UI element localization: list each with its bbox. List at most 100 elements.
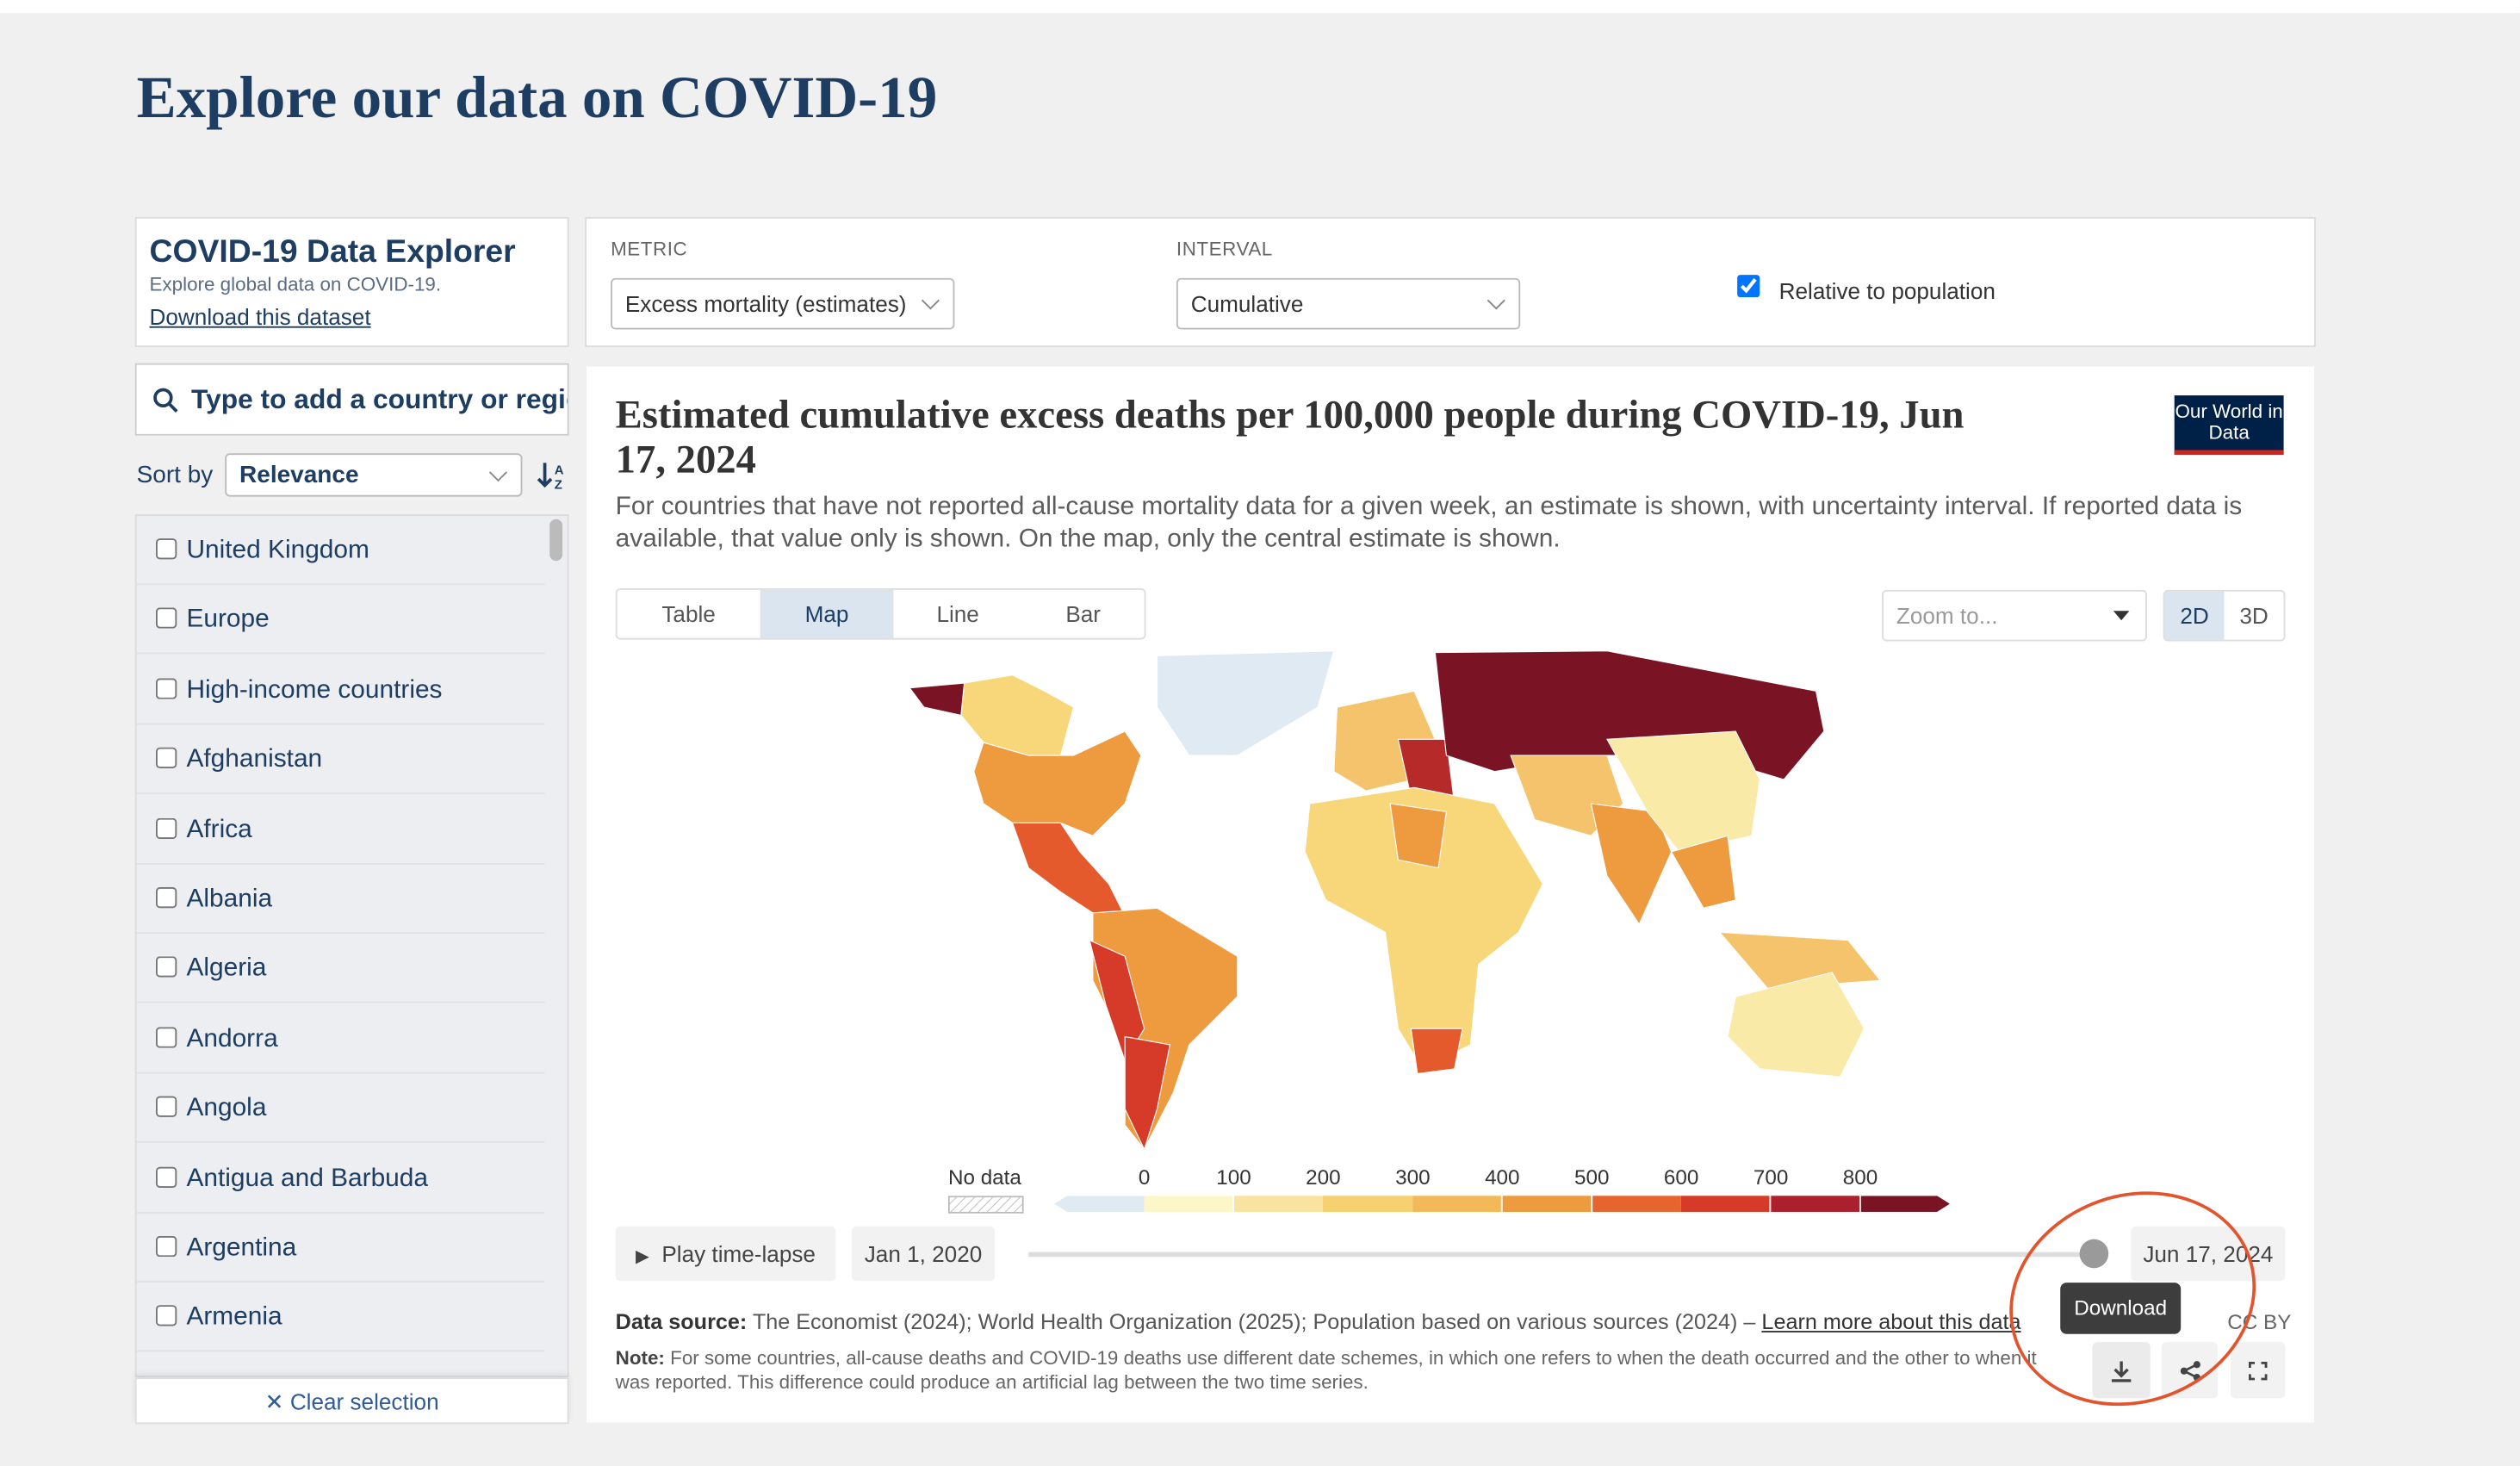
legend-tick-label: 0 — [1138, 1165, 1151, 1190]
country-checkbox[interactable] — [156, 538, 177, 560]
country-item[interactable]: Angola — [136, 1074, 545, 1144]
metric-label: METRIC — [611, 238, 688, 261]
tab-label: Bar — [1065, 600, 1102, 627]
country-checkbox[interactable] — [156, 1165, 177, 1188]
country-item[interactable]: High-income countries — [136, 655, 545, 725]
world-map — [909, 650, 1882, 1151]
country-checkbox[interactable] — [156, 956, 177, 978]
play-text: Play time-lapse — [661, 1240, 816, 1267]
metric-value: Excess mortality (estimates) — [624, 290, 907, 317]
country-item[interactable]: Europe — [136, 586, 545, 655]
fullscreen-icon — [2249, 1361, 2268, 1381]
clear-selection[interactable]: ✕ Clear selection — [134, 1377, 569, 1425]
controls: METRIC Excess mortality (estimates) INTE… — [585, 216, 2316, 348]
chart-tab[interactable]: Line — [893, 590, 1021, 638]
region — [1718, 931, 1882, 990]
region — [1606, 730, 1760, 853]
relative-checkbox[interactable] — [1737, 275, 1760, 298]
no-data-swatch — [947, 1196, 1024, 1214]
chart-tab[interactable]: Table — [618, 590, 760, 638]
country-name: Argentina — [186, 1234, 297, 1262]
country-item[interactable]: United Kingdom — [136, 516, 545, 586]
start-date[interactable]: Jan 1, 2020 — [851, 1226, 996, 1282]
zoom-dropdown[interactable]: Zoom to... — [1882, 589, 2147, 642]
country-item[interactable]: Argentina — [136, 1214, 545, 1283]
chart-title: Estimated cumulative excess deaths per 1… — [615, 394, 1964, 482]
license[interactable]: CC BY — [2227, 1309, 2292, 1334]
legend-bin — [1771, 1196, 1860, 1212]
download-link[interactable]: Download this dataset — [149, 303, 371, 330]
play-button[interactable]: ▶ Play time-lapse — [615, 1226, 836, 1282]
country-checkbox[interactable] — [156, 748, 177, 769]
country-item[interactable]: Albania — [136, 865, 545, 935]
region — [909, 682, 965, 717]
chart-tab[interactable]: Bar — [1022, 590, 1145, 638]
country-item[interactable]: Antigua and Barbuda — [136, 1144, 545, 1214]
source-label: Data source: — [615, 1309, 748, 1334]
region — [1124, 1035, 1171, 1151]
metric-dropdown[interactable]: Excess mortality (estimates) — [611, 277, 955, 330]
legend-bin — [1412, 1196, 1502, 1212]
note: Note: For some countries, all-cause deat… — [616, 1347, 2062, 1395]
interval-value: Cumulative — [1190, 290, 1304, 317]
owid-logo[interactable]: Our World in Data — [2174, 395, 2284, 456]
download-button[interactable] — [2092, 1342, 2151, 1399]
region — [1156, 650, 1335, 756]
source-link[interactable]: Learn more about this data — [1761, 1309, 2021, 1334]
legend-bin — [1502, 1196, 1592, 1212]
region — [1590, 803, 1673, 926]
legend-bin — [1681, 1196, 1771, 1212]
sort-label: Sort by — [136, 461, 214, 489]
search-icon — [153, 388, 178, 413]
relative-label: Relative to population — [1778, 277, 1996, 304]
fullscreen-button[interactable] — [2231, 1342, 2286, 1399]
country-item[interactable]: Armenia — [136, 1283, 545, 1353]
country-item[interactable]: Algeria — [136, 935, 545, 1004]
country-name: Antigua and Barbuda — [186, 1165, 428, 1192]
country-item[interactable]: Afghanistan — [136, 725, 545, 795]
view-toggle: 2D 3D — [2163, 589, 2286, 642]
tooltip: Download — [2060, 1283, 2182, 1334]
clear-text: Clear selection — [289, 1388, 439, 1415]
country-checkbox[interactable] — [156, 887, 177, 909]
country-checkbox[interactable] — [156, 1026, 177, 1048]
country-checkbox[interactable] — [156, 1235, 177, 1258]
legend-bin — [1144, 1196, 1233, 1212]
legend-tick-label: 700 — [1753, 1165, 1789, 1190]
country-checkbox[interactable] — [156, 817, 177, 839]
end-date[interactable]: Jun 17, 2024 — [2131, 1226, 2286, 1282]
explorer-header: COVID-19 Data Explorer Explore global da… — [134, 216, 569, 348]
chart-subtitle: For countries that have not reported all… — [615, 493, 2243, 553]
country-checkbox[interactable] — [156, 1305, 177, 1327]
chart-tab[interactable]: Map — [760, 589, 894, 638]
legend-bin — [1233, 1196, 1323, 1212]
legend-tick-label: 500 — [1574, 1165, 1610, 1190]
explorer-subtitle: Explore global data on COVID-19. — [149, 273, 442, 296]
legend-tick-label: 300 — [1395, 1165, 1431, 1190]
sort-dropdown[interactable]: Relevance — [225, 453, 523, 497]
region — [1670, 835, 1736, 909]
legend-bin — [1323, 1196, 1412, 1212]
scrollbar — [549, 519, 563, 562]
search-box[interactable]: Type to add a country or region — [134, 363, 569, 436]
sort-order-button[interactable]: AZ — [537, 460, 568, 492]
sort-value: Relevance — [239, 461, 359, 489]
country-checkbox[interactable] — [156, 1096, 177, 1118]
country-item[interactable]: Andorra — [136, 1004, 545, 1074]
legend-tick-label: 600 — [1663, 1165, 1699, 1190]
share-button[interactable] — [2161, 1342, 2219, 1399]
timeline-handle[interactable] — [2079, 1239, 2109, 1269]
download-icon — [2111, 1361, 2132, 1382]
country-item[interactable]: Africa — [136, 795, 545, 865]
zoom-placeholder: Zoom to... — [1896, 602, 1998, 629]
country-checkbox[interactable] — [156, 678, 177, 699]
interval-dropdown[interactable]: Cumulative — [1176, 277, 1521, 330]
country-checkbox[interactable] — [156, 608, 177, 630]
view-2d[interactable]: 2D — [2164, 591, 2225, 640]
legend-no-data: No data — [947, 1165, 1021, 1190]
view-3d[interactable]: 3D — [2239, 602, 2269, 629]
svg-text:Z: Z — [555, 477, 562, 492]
legend-start — [1054, 1196, 1145, 1212]
